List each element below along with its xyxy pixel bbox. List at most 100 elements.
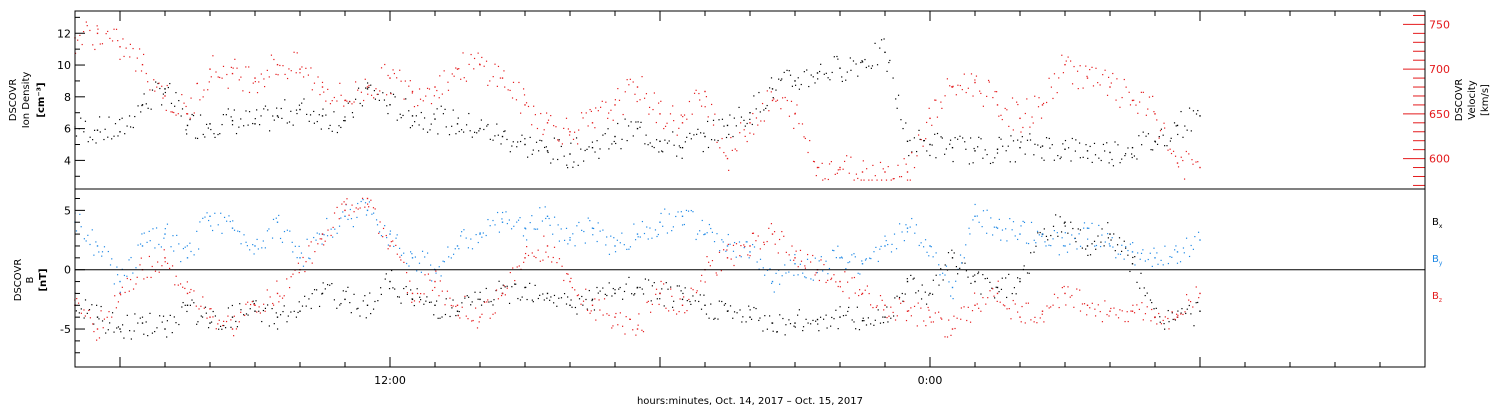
data-point: [618, 288, 620, 290]
data-point: [911, 151, 913, 153]
data-point: [521, 296, 523, 298]
data-point: [1162, 264, 1164, 266]
data-point: [900, 119, 902, 121]
data-point: [1183, 178, 1186, 180]
data-point: [132, 47, 134, 50]
data-point: [115, 307, 117, 309]
data-point: [1071, 234, 1073, 236]
data-point: [377, 93, 379, 95]
data-point: [894, 297, 896, 299]
data-point: [752, 112, 754, 115]
data-point: [344, 119, 346, 122]
data-point: [992, 161, 994, 164]
data-point: [888, 61, 890, 64]
data-point: [611, 143, 613, 145]
data-point: [1021, 305, 1023, 308]
data-point: [1131, 153, 1133, 155]
data-point: [200, 315, 202, 317]
data-point: [793, 325, 795, 327]
data-point: [868, 292, 870, 295]
data-point: [367, 203, 369, 205]
data-point: [338, 225, 341, 227]
data-point: [547, 119, 550, 121]
data-point: [433, 95, 435, 97]
data-point: [497, 134, 499, 136]
data-point: [1152, 95, 1154, 97]
data-point: [109, 322, 111, 324]
data-point: [276, 221, 279, 223]
data-point: [1195, 161, 1197, 163]
data-point: [507, 89, 509, 91]
data-point: [370, 94, 373, 96]
data-point: [106, 316, 108, 318]
data-point: [1197, 301, 1199, 304]
data-point: [539, 207, 541, 209]
data-point: [141, 245, 144, 247]
data-point: [695, 238, 697, 241]
data-point: [911, 217, 913, 220]
data-point: [107, 136, 109, 138]
data-point: [238, 321, 240, 323]
data-point: [837, 169, 839, 171]
data-point: [886, 317, 888, 319]
data-point: [496, 85, 498, 87]
data-point: [228, 215, 230, 217]
data-point: [267, 304, 269, 306]
data-point: [364, 206, 366, 208]
data-point: [1086, 304, 1089, 306]
data-point: [749, 245, 751, 247]
data-point: [928, 294, 930, 296]
data-point: [262, 240, 264, 242]
data-point: [796, 104, 798, 106]
data-point: [420, 271, 422, 273]
data-point: [705, 313, 708, 315]
data-point: [1053, 230, 1055, 232]
data-point: [909, 139, 911, 142]
data-point: [1006, 109, 1008, 111]
data-point: [646, 226, 648, 228]
data-point: [1036, 230, 1039, 232]
data-point: [236, 67, 238, 69]
data-point: [827, 279, 829, 281]
data-point: [515, 283, 517, 285]
data-point: [411, 292, 414, 295]
data-point: [606, 313, 608, 315]
data-point: [465, 80, 468, 82]
data-point: [1079, 65, 1081, 67]
data-point: [487, 84, 489, 86]
data-point: [418, 124, 420, 126]
data-point: [415, 115, 417, 117]
data-point: [870, 304, 872, 306]
density-velocity-frame: [74, 10, 1426, 190]
data-point: [296, 52, 298, 54]
data-point: [822, 318, 825, 320]
data-point: [604, 293, 606, 295]
data-point: [1192, 248, 1194, 250]
data-point: [594, 298, 596, 300]
data-point: [1085, 248, 1087, 250]
data-point: [182, 247, 185, 250]
data-point: [411, 301, 413, 303]
data-point: [1148, 96, 1151, 98]
data-point: [113, 283, 115, 285]
data-point: [1182, 159, 1184, 162]
data-point: [261, 247, 263, 249]
data-point: [531, 215, 533, 217]
data-point: [1154, 141, 1157, 143]
data-point: [1146, 306, 1148, 308]
data-point: [164, 91, 166, 94]
data-point: [479, 233, 481, 235]
data-point: [251, 301, 253, 303]
data-point: [1010, 318, 1012, 320]
data-point: [1030, 252, 1032, 254]
data-point: [356, 216, 358, 219]
data-point: [784, 264, 786, 266]
data-point: [378, 231, 381, 233]
data-point: [380, 67, 383, 69]
data-point: [1009, 161, 1011, 163]
data-point: [77, 39, 79, 41]
data-point: [891, 243, 893, 246]
data-point: [524, 143, 526, 146]
data-point: [186, 310, 188, 313]
